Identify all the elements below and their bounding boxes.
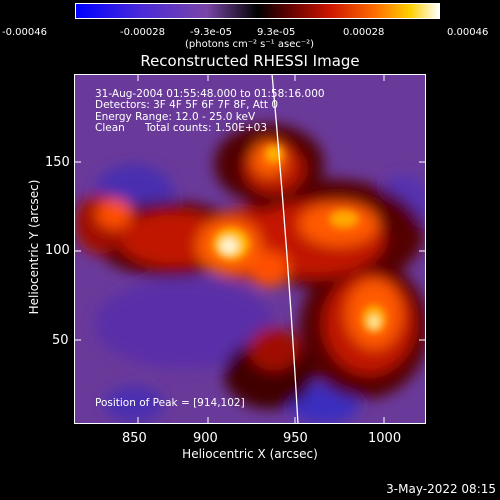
plot-frame: [74, 74, 426, 424]
footer-timestamp: 3-May-2022 08:15: [386, 482, 496, 496]
solar-limb-line: [271, 74, 299, 424]
detectors-annotation: Detectors: 3F 4F 5F 6F 7F 8F, Att 0: [95, 99, 279, 111]
peak-position-annotation: Position of Peak = [914,102]: [95, 397, 245, 409]
colorbar-tick-label: 0.00028: [343, 27, 385, 38]
y-tick-label: 50: [52, 333, 69, 348]
plot-title: Reconstructed RHESSI Image: [140, 52, 360, 70]
x-tick-label: 850: [122, 431, 147, 446]
y-tick-label: 150: [45, 155, 70, 170]
y-axis-label: Heliocentric Y (arcsec): [27, 179, 41, 315]
x-tick-label: 900: [193, 431, 218, 446]
x-tick-label: 950: [283, 431, 308, 446]
rhessi-image-plot: [74, 74, 426, 424]
emission-map: [74, 124, 426, 424]
time-range-annotation: 31-Aug-2004 01:55:48.000 to 01:58:16.000: [95, 88, 325, 100]
x-axis-ticks: [137, 74, 385, 424]
colorbar-tick-label: -9.3e-05: [190, 27, 232, 38]
colorbar-tick-label: 0.00046: [447, 27, 489, 38]
colorbar: [75, 3, 440, 19]
y-tick-label: 100: [45, 243, 70, 258]
total-counts-annotation: Total counts: 1.50E+03: [145, 122, 268, 134]
x-tick-label: 1000: [368, 431, 402, 446]
colorbar-tick-label: -0.00046: [2, 27, 47, 38]
y-axis-ticks: [74, 161, 426, 341]
colorbar-tick-label: 9.3e-05: [257, 27, 296, 38]
x-axis-label: Heliocentric X (arcsec): [182, 447, 318, 461]
colorbar-units: (photons cm⁻² s⁻¹ asec⁻²): [185, 39, 315, 50]
colorbar-tick-label: -0.00028: [120, 27, 165, 38]
algorithm-annotation: Clean: [95, 122, 125, 134]
energy-range-annotation: Energy Range: 12.0 - 25.0 keV: [95, 111, 256, 123]
